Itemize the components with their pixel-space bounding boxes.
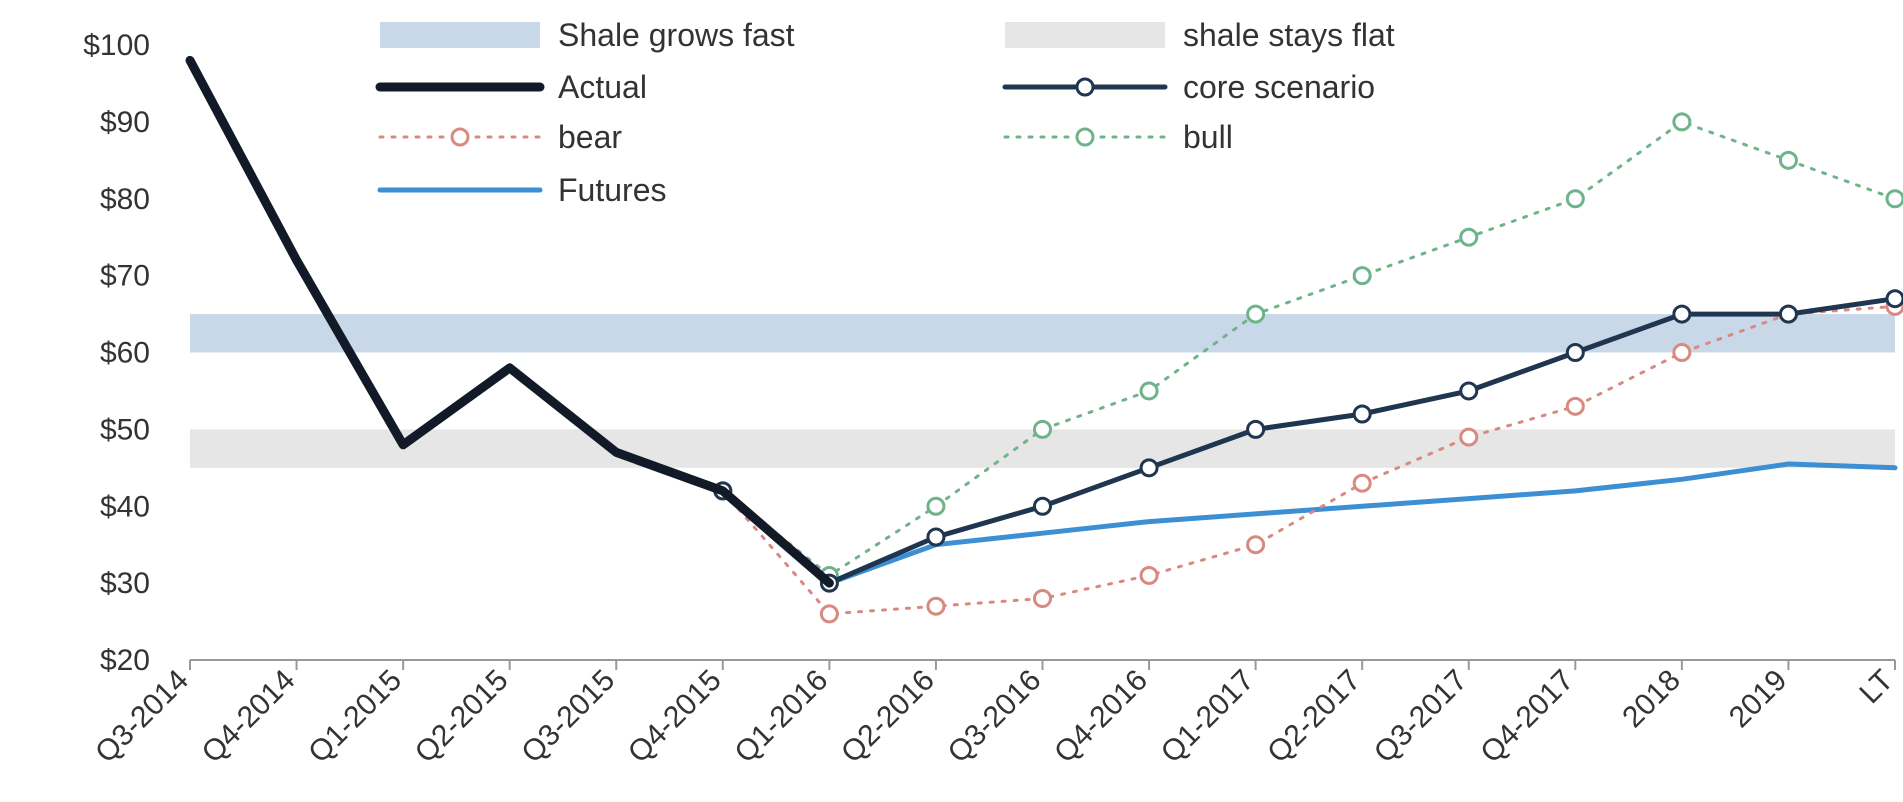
point-bull-q2-2016 — [926, 496, 946, 516]
x-tick-label-q4-2017: Q4-2017 — [1474, 664, 1580, 770]
point-bear-q2-2016 — [926, 596, 946, 616]
point-bear-q1-2017 — [1246, 535, 1266, 555]
legend-entry-bear: bear — [378, 119, 622, 155]
point-core-scenario-q3-2017 — [1459, 381, 1479, 401]
x-tick-label-2018: 2018 — [1616, 664, 1687, 735]
legend-entry-shale-grows-fast: Shale grows fast — [380, 17, 795, 53]
point-bear-q3-2017 — [1459, 427, 1479, 447]
y-tick-label: $40 — [100, 490, 150, 523]
point-core-scenario-2019 — [1778, 304, 1798, 324]
band-shale-grows-fast — [190, 314, 1895, 353]
y-axis-tick-labels: $20 $30 $40 $50 $60 $70 $80 $90 $100 — [83, 29, 150, 677]
point-bull-2018 — [1672, 112, 1692, 132]
point-bear-q4-2016 — [1139, 565, 1159, 585]
x-tick-label-q1-2016: Q1-2016 — [728, 664, 834, 770]
point-bear-q1-2016 — [819, 604, 839, 624]
legend-entry-bull: bull — [1003, 119, 1233, 155]
x-axis-ticks — [189, 660, 1896, 670]
legend-marker-bear — [450, 127, 470, 147]
y-tick-label: $20 — [100, 644, 150, 677]
legend-label-actual: Actual — [558, 69, 647, 105]
x-tick-label-2019: 2019 — [1723, 664, 1794, 735]
legend-label-core-scenario: core scenario — [1183, 69, 1375, 105]
series-core-scenario — [713, 289, 1903, 593]
point-bull-q1-2017 — [1246, 304, 1266, 324]
point-bull-lt — [1885, 189, 1903, 209]
x-tick-label-q3-2016: Q3-2016 — [942, 664, 1048, 770]
point-core-scenario-q4-2016 — [1139, 458, 1159, 478]
x-tick-label-lt: LT — [1853, 664, 1900, 711]
legend-label-bull: bull — [1183, 119, 1233, 155]
legend: Shale grows fast shale stays flat Actual co… — [375, 17, 1395, 208]
x-tick-label-q4-2014: Q4-2014 — [196, 664, 302, 770]
x-tick-label-q2-2017: Q2-2017 — [1261, 664, 1367, 770]
x-tick-label-q3-2014: Q3-2014 — [89, 664, 195, 770]
series-futures — [720, 461, 1898, 586]
legend-marker-bull — [1075, 127, 1095, 147]
point-bull-q3-2016 — [1033, 419, 1052, 439]
point-bull-q3-2017 — [1459, 227, 1479, 247]
series-line-futures — [720, 461, 1898, 586]
x-tick-label-q3-2015: Q3-2015 — [515, 664, 621, 770]
legend-entry-futures: Futures — [377, 172, 666, 208]
point-bull-2019 — [1778, 150, 1798, 170]
x-tick-label-q4-2015: Q4-2015 — [622, 664, 728, 770]
series-actual — [185, 55, 834, 588]
x-tick-label-q2-2016: Q2-2016 — [835, 664, 941, 770]
legend-label-bear: bear — [558, 119, 622, 155]
legend-label-shale-stays-flat: shale stays flat — [1183, 17, 1395, 53]
legend-entry-shale-stays-flat: shale stays flat — [1005, 17, 1395, 53]
point-bear-q2-2017 — [1352, 473, 1372, 493]
point-bear-2018 — [1672, 343, 1692, 362]
point-bear-q4-2017 — [1565, 396, 1585, 416]
legend-entry-core-scenario: core scenario — [1002, 69, 1375, 105]
y-tick-label: $100 — [83, 29, 150, 62]
y-tick-label: $50 — [100, 413, 150, 446]
scenario-bands — [190, 314, 1895, 468]
point-core-scenario-q3-2016 — [1033, 496, 1052, 516]
series-line-core-scenario — [720, 296, 1898, 586]
axes — [189, 659, 1896, 670]
x-tick-label-q1-2015: Q1-2015 — [302, 664, 408, 770]
point-core-scenario-q2-2016 — [926, 527, 946, 547]
y-tick-label: $80 — [100, 183, 150, 216]
point-bull-q4-2016 — [1139, 381, 1159, 401]
y-tick-label: $90 — [100, 106, 150, 139]
point-core-scenario-lt — [1885, 289, 1903, 309]
legend-entry-actual: Actual — [375, 69, 647, 105]
legend-swatch-shale-grows-fast — [380, 22, 540, 48]
legend-label-futures: Futures — [558, 172, 666, 208]
legend-marker-core-scenario — [1075, 77, 1095, 97]
point-bull-q4-2017 — [1565, 189, 1585, 209]
legend-swatch-shale-stays-flat — [1005, 22, 1165, 48]
series-line-actual — [185, 55, 834, 588]
point-core-scenario-2018 — [1672, 304, 1692, 324]
y-tick-label: $60 — [100, 337, 150, 370]
series-line-bear — [721, 304, 1897, 616]
point-bear-q3-2016 — [1033, 589, 1052, 608]
point-core-scenario-q4-2017 — [1565, 343, 1585, 362]
point-bull-q2-2017 — [1352, 266, 1372, 286]
y-tick-label: $30 — [100, 567, 150, 600]
series-lines — [185, 55, 1903, 624]
y-tick-label: $70 — [100, 260, 150, 293]
series-line-bull — [721, 120, 1897, 577]
point-core-scenario-q2-2017 — [1352, 404, 1372, 424]
x-axis-tick-labels: Q3-2014 Q4-2014 Q1-2015 Q2-2015 Q3-2015 Q4-20… — [89, 664, 1900, 770]
x-tick-label-q3-2017: Q3-2017 — [1368, 664, 1474, 770]
x-tick-label-q1-2017: Q1-2017 — [1155, 664, 1261, 770]
x-tick-label-q4-2016: Q4-2016 — [1048, 664, 1154, 770]
point-core-scenario-q1-2017 — [1246, 419, 1266, 439]
x-tick-label-q2-2015: Q2-2015 — [409, 664, 515, 770]
legend-label-shale-grows-fast: Shale grows fast — [558, 17, 795, 53]
